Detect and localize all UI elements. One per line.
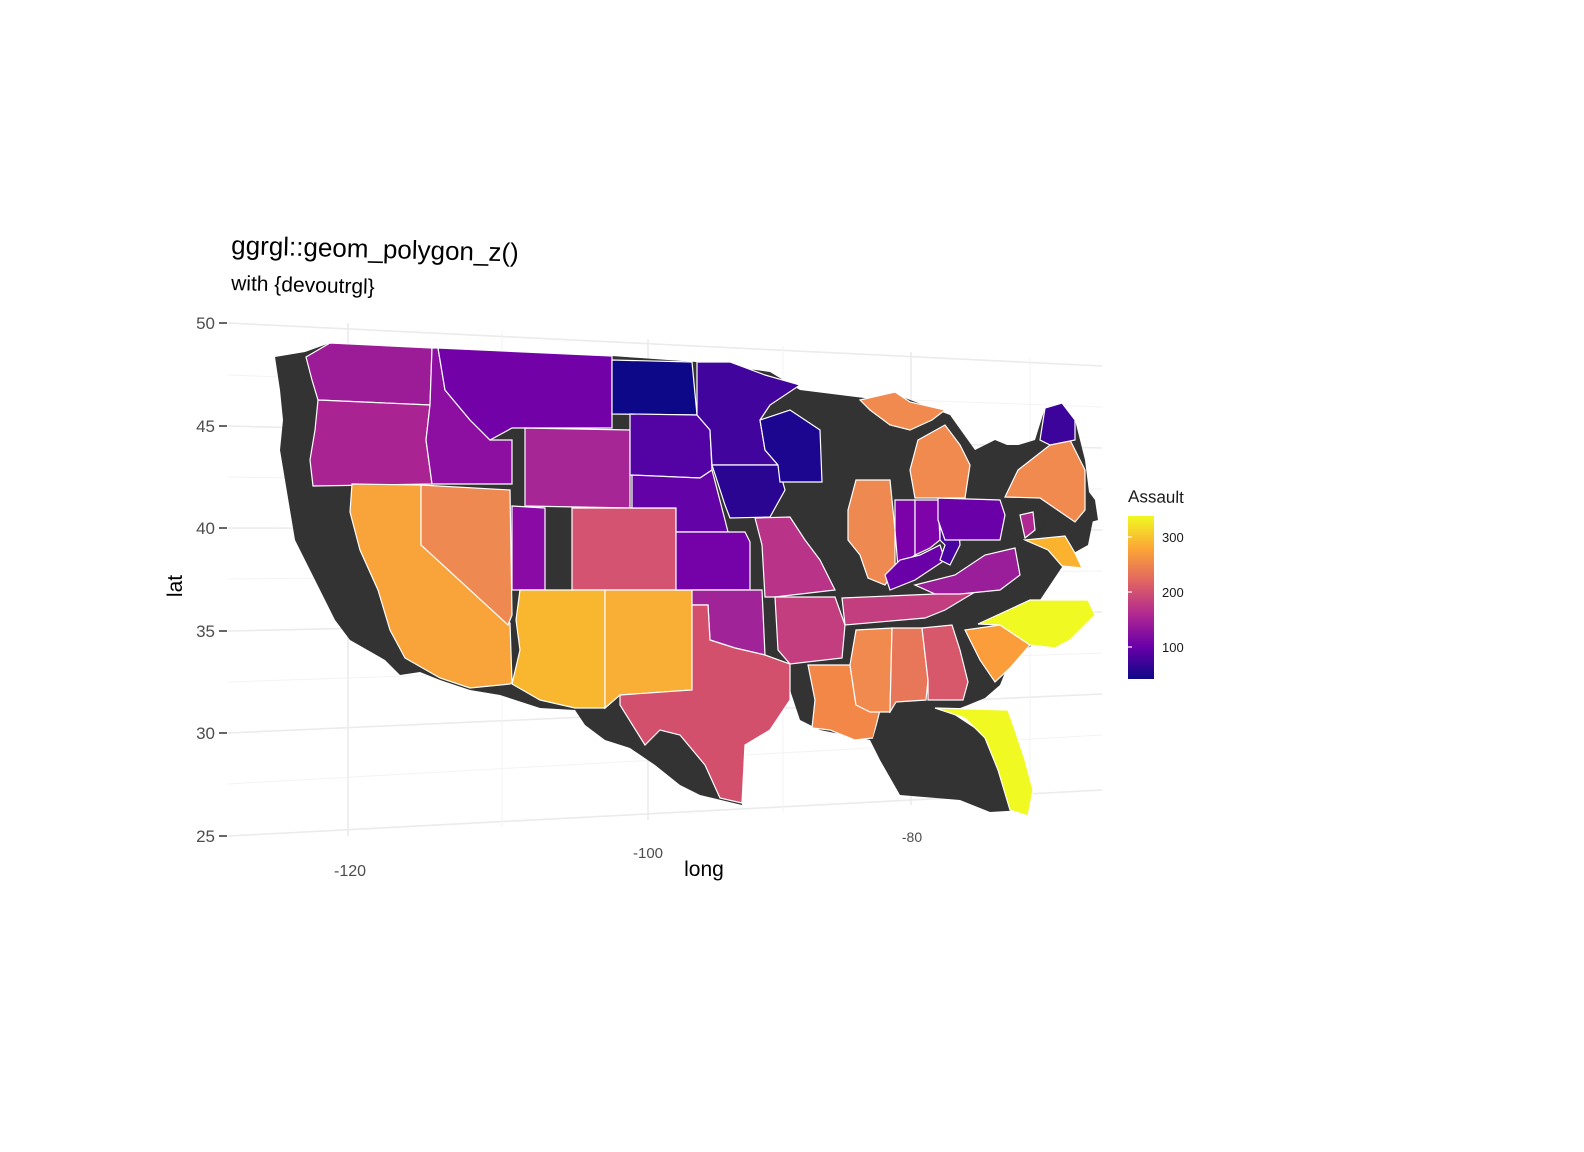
y-axis-title: lat	[164, 575, 187, 597]
state-new-mexico	[604, 589, 693, 710]
legend-colorbar	[1128, 516, 1154, 679]
state-arkansas	[774, 596, 846, 665]
legend-tick-label: 100	[1162, 640, 1184, 655]
gulf-shadow	[873, 705, 935, 745]
y-tick-label: 35	[196, 622, 215, 641]
state-pennsylvania	[937, 497, 1006, 541]
state-arizona	[511, 589, 606, 709]
y-axis: 50 45 40 35 30 25 lat	[164, 314, 227, 846]
state-kansas	[675, 531, 751, 591]
plot-title: ggrgl::geom_polygon_z()	[231, 230, 519, 268]
state-oregon	[309, 399, 433, 487]
state-mississippi	[849, 627, 893, 713]
state-washington	[305, 342, 433, 406]
y-tick-label: 45	[196, 417, 215, 436]
state-illinois	[847, 479, 896, 586]
legend: Assault 300 200 100	[1128, 487, 1184, 679]
state-ohio	[914, 499, 941, 556]
state-new-york	[1004, 439, 1086, 523]
state-missouri	[754, 516, 836, 598]
legend-tick-label: 200	[1162, 585, 1184, 600]
x-axis-title: long	[684, 858, 724, 881]
state-colorado	[571, 507, 677, 591]
state-maine	[1039, 402, 1076, 446]
y-tick-label: 30	[196, 724, 215, 743]
state-utah	[511, 505, 546, 591]
state-florida	[934, 707, 1034, 817]
x-axis: -120 -100 -80 long	[334, 829, 922, 881]
state-nevada	[420, 484, 513, 627]
state-south-dakota	[629, 413, 713, 479]
y-tick-label: 25	[196, 827, 215, 846]
state-georgia	[921, 624, 969, 701]
plot-subtitle: with {devoutrgl}	[230, 272, 375, 299]
y-tick-label: 40	[196, 519, 215, 538]
state-michigan	[858, 391, 947, 431]
x-tick-label: -80	[902, 829, 922, 845]
state-maryland	[1022, 535, 1083, 569]
grid-lat-50	[227, 322, 1103, 367]
legend-title: Assault	[1128, 487, 1184, 507]
legend-tick-label: 300	[1162, 530, 1184, 545]
state-new-jersey	[1019, 511, 1036, 540]
x-tick-label: -100	[633, 845, 663, 862]
map-layer	[275, 342, 1098, 817]
state-texas	[619, 604, 791, 804]
y-tick-label: 50	[196, 314, 215, 333]
state-wisconsin	[759, 409, 823, 483]
x-tick-label: -120	[334, 863, 366, 880]
state-north-carolina	[977, 599, 1096, 649]
state-virginia	[913, 547, 1021, 595]
state-north-dakota	[611, 359, 698, 416]
state-michigan-lower	[909, 424, 971, 499]
state-alabama	[889, 627, 929, 715]
state-wyoming	[524, 427, 631, 509]
